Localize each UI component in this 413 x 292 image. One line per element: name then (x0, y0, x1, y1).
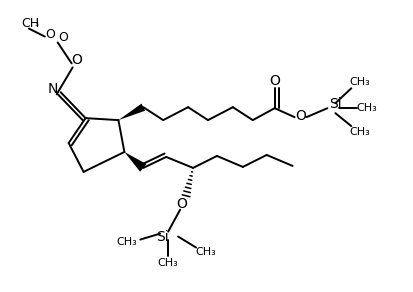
Text: CH₃: CH₃ (356, 103, 377, 113)
Text: N: N (47, 82, 58, 96)
Text: Si: Si (328, 97, 341, 111)
Text: CH₃: CH₃ (157, 258, 178, 268)
Text: CH₃: CH₃ (116, 237, 136, 246)
Text: CH₃: CH₃ (348, 77, 369, 87)
Text: O: O (71, 53, 82, 67)
Polygon shape (124, 152, 146, 172)
Text: O: O (176, 197, 187, 211)
Text: O: O (59, 31, 69, 44)
Text: Si: Si (156, 230, 168, 244)
Text: ₃: ₃ (35, 18, 39, 27)
Text: CH: CH (21, 17, 39, 30)
Text: CH₃: CH₃ (348, 127, 369, 137)
Text: O: O (294, 109, 305, 123)
Text: O: O (45, 28, 55, 41)
Polygon shape (118, 104, 145, 120)
Text: O: O (268, 74, 280, 88)
Text: CH₃: CH₃ (195, 248, 216, 258)
